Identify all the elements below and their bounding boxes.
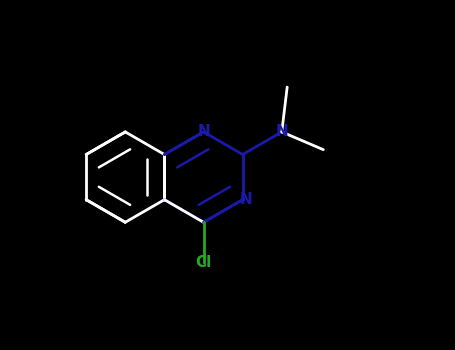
- Text: N: N: [240, 192, 253, 207]
- Text: N: N: [197, 124, 210, 139]
- Text: N: N: [275, 124, 288, 139]
- Text: Cl: Cl: [195, 256, 212, 271]
